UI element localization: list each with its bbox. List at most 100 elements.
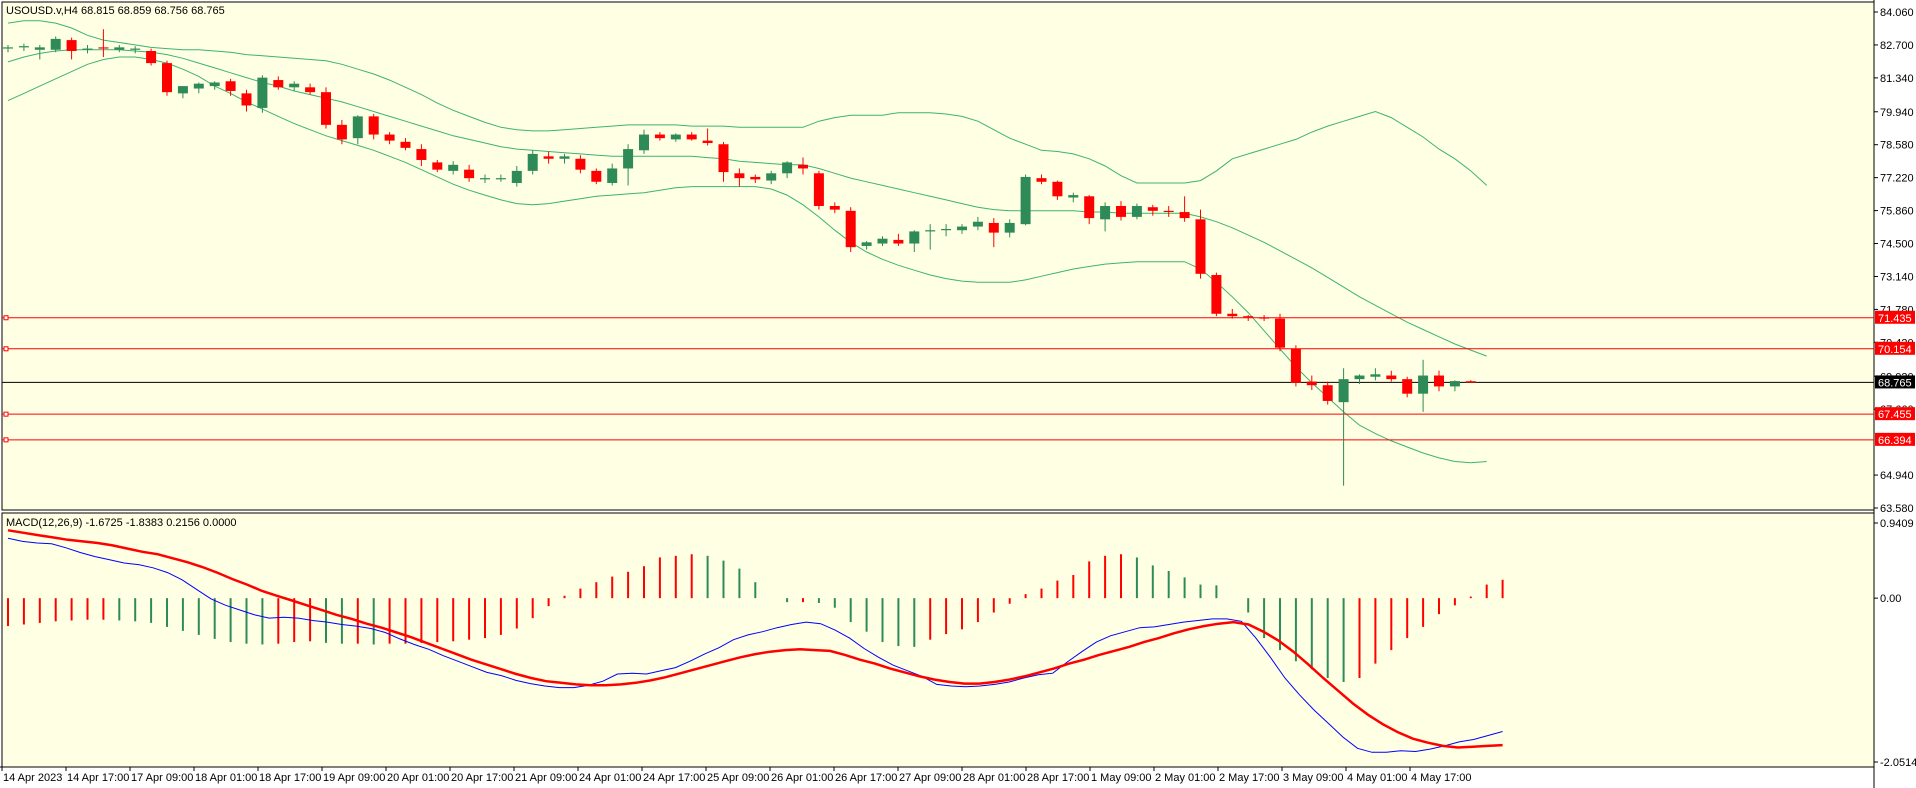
macd-pane[interactable]	[1, 512, 1875, 768]
candle-body	[225, 81, 236, 91]
candle-body	[623, 149, 634, 169]
candle-body	[464, 169, 475, 179]
time-axis-label: 2 May 17:00	[1219, 772, 1280, 784]
candle-body	[241, 93, 252, 106]
candle-body	[352, 116, 363, 139]
candle-body	[400, 141, 411, 148]
candle-body	[193, 83, 204, 89]
time-axis-label: 18 Apr 01:00	[195, 772, 257, 784]
candle-body	[1418, 375, 1429, 394]
candle-body	[162, 63, 172, 93]
candle-body	[257, 77, 268, 108]
price-level-tag-label: 67.455	[1878, 409, 1912, 421]
candle-body	[1306, 381, 1317, 386]
time-axis-label: 2 May 01:00	[1155, 772, 1216, 784]
price-axis-label: 79.940	[1880, 107, 1914, 119]
time-axis-label: 26 Apr 01:00	[771, 772, 833, 784]
candle-body	[813, 173, 824, 206]
candle-body	[1354, 375, 1365, 380]
price-level-tag	[1875, 407, 1915, 421]
price-axis-label: 78.580	[1880, 140, 1914, 152]
time-axis-label: 3 May 09:00	[1283, 772, 1344, 784]
time-axis-label: 24 Apr 01:00	[579, 772, 641, 784]
macd-signal-line	[7, 529, 1503, 749]
candle-body	[782, 162, 793, 174]
chart-title: USOUSD.v,H4 68.815 68.859 68.756 68.765	[6, 5, 225, 17]
macd-axis-label: 0.00	[1880, 593, 1901, 605]
time-axis-label: 24 Apr 17:00	[643, 772, 705, 784]
candle-body	[1068, 195, 1079, 198]
candle-body	[559, 156, 570, 159]
candle-body	[1259, 317, 1270, 319]
candle-body	[416, 149, 427, 160]
time-axis-label: 28 Apr 17:00	[1027, 772, 1089, 784]
candle-body	[1052, 181, 1063, 197]
candle-body	[146, 50, 157, 64]
time-axis-label: 17 Apr 09:00	[131, 772, 193, 784]
candle-body	[1243, 316, 1254, 318]
candle-body	[1434, 375, 1444, 387]
candle-body	[972, 221, 983, 227]
macd-axis-label: 0.9409	[1880, 518, 1914, 530]
price-axis-label: 75.860	[1880, 206, 1914, 218]
candle-body	[1195, 219, 1206, 274]
candle-body	[1275, 318, 1285, 348]
candle-body	[941, 229, 952, 231]
price-axis-label: 77.220	[1880, 173, 1914, 185]
candle-body	[3, 47, 13, 49]
price-axis-label: 84.060	[1880, 7, 1914, 19]
candle-body	[1465, 381, 1476, 383]
candle-body	[1449, 381, 1460, 387]
candle-body	[957, 226, 967, 231]
time-axis-label: 14 Apr 17:00	[67, 772, 129, 784]
candle-body	[1084, 196, 1095, 219]
time-axis-label: 14 Apr 2023	[3, 772, 62, 784]
candle-body	[1338, 379, 1349, 403]
candle-body	[448, 164, 459, 171]
candle-body	[734, 173, 745, 179]
candle-body	[432, 162, 443, 170]
price-level-handle	[3, 315, 9, 321]
macd-label: MACD(12,26,9) -1.6725 -1.8383 0.2156 0.0…	[6, 517, 237, 529]
candle-body	[321, 92, 331, 125]
bollinger-lower-band	[7, 56, 1487, 464]
time-axis-label: 4 May 01:00	[1347, 772, 1408, 784]
candle-body	[591, 170, 602, 182]
price-axis-label: 74.500	[1880, 239, 1914, 251]
candle-body	[130, 48, 141, 50]
time-axis-label: 27 Apr 09:00	[899, 772, 961, 784]
candle-body	[543, 156, 554, 159]
current-price-tag	[1875, 375, 1915, 389]
candle-body	[305, 87, 316, 93]
time-axis-label: 18 Apr 17:00	[259, 772, 321, 784]
candle-body	[336, 124, 347, 140]
candle-body	[1100, 205, 1111, 220]
time-axis-label: 20 Apr 17:00	[451, 772, 513, 784]
candle-body	[877, 238, 888, 244]
price-level-tag-label: 71.435	[1878, 313, 1912, 325]
candle-body	[66, 40, 77, 51]
candle-body	[670, 134, 681, 140]
candle-body	[766, 173, 777, 181]
candle-body	[1131, 205, 1142, 217]
candle-body	[1116, 205, 1126, 217]
candle-body	[639, 134, 649, 151]
price-level-handle	[3, 437, 9, 443]
candle-body	[1179, 212, 1190, 219]
candle-body	[1020, 176, 1031, 225]
main-price-pane[interactable]	[1, 1, 1875, 511]
candle-body	[925, 230, 936, 232]
candle-body	[114, 47, 125, 50]
bollinger-middle-band	[7, 49, 1487, 357]
candle-body	[988, 222, 999, 233]
time-axis-label: 19 Apr 09:00	[323, 772, 385, 784]
candle-body	[686, 134, 697, 140]
price-axis-label: 81.340	[1880, 73, 1914, 85]
candle-body	[718, 144, 729, 173]
time-axis-label: 28 Apr 01:00	[963, 772, 1025, 784]
candle-body	[861, 242, 872, 246]
candle-body	[177, 86, 188, 94]
price-axis-label: 64.940	[1880, 470, 1914, 482]
candle-body	[82, 48, 93, 50]
